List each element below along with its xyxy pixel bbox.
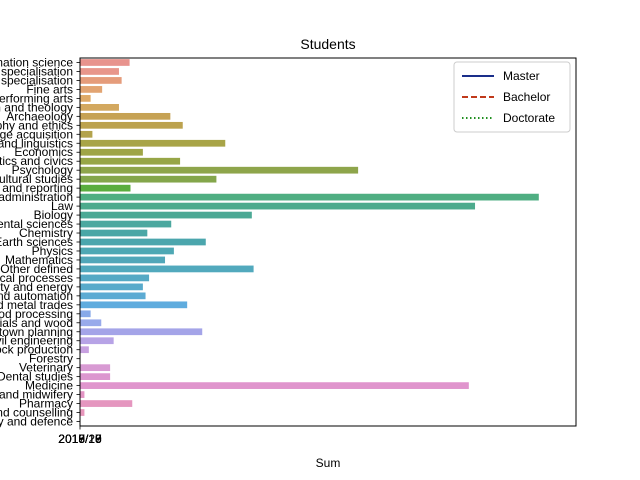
y-tick-label: Electricity and energy xyxy=(0,280,73,294)
y-tick-label: Pharmacy xyxy=(19,397,73,411)
bar xyxy=(80,175,217,183)
y-tick-label: Other specialisation xyxy=(0,73,73,87)
y-tick-label: Environmental sciences xyxy=(0,217,73,231)
bar xyxy=(80,77,122,84)
bar xyxy=(80,184,131,192)
y-tick-label: Food processing xyxy=(0,307,73,321)
x-tick-label: 2017/18 xyxy=(58,432,102,446)
y-tick-label: Business administration xyxy=(0,190,73,204)
y-tick-label: Mathematics xyxy=(5,253,73,267)
bar xyxy=(80,104,119,111)
bar xyxy=(80,337,114,345)
bar xyxy=(80,292,146,300)
x-tick-label: 2019/20 xyxy=(58,432,102,446)
y-tick-label: Religion and theology xyxy=(0,100,73,114)
bar xyxy=(80,319,102,327)
y-tick-label: Performing arts xyxy=(0,91,73,105)
y-tick-label: Forestry xyxy=(29,352,73,366)
y-tick-label: Architecture and town planning xyxy=(0,325,73,339)
bar xyxy=(80,112,171,120)
bar xyxy=(80,157,181,165)
bar xyxy=(80,202,476,210)
y-tick-label: Nursing and midwifery xyxy=(0,388,73,402)
x-tick-label: 2015/16 xyxy=(58,432,102,446)
bar xyxy=(80,382,469,389)
y-tick-label: Philosophy and ethics xyxy=(0,118,73,132)
y-tick-label: Economics xyxy=(14,145,73,159)
bar xyxy=(80,301,188,309)
y-tick-label: Care and counselling xyxy=(0,406,73,420)
y-tick-label: Chemical processes xyxy=(0,271,73,285)
bar xyxy=(80,139,226,147)
y-tick-label: Literature and linguistics xyxy=(0,136,73,150)
bars-group xyxy=(80,59,539,416)
y-tick-label: Law xyxy=(51,199,73,213)
legend: Master Bachelor Doctorate xyxy=(453,61,571,133)
legend-label-doctorate: Doctorate xyxy=(503,111,555,125)
bar xyxy=(80,229,148,237)
plot-frame xyxy=(79,57,577,427)
bar xyxy=(80,256,166,264)
bar xyxy=(80,364,111,372)
bar xyxy=(80,121,183,129)
y-tick-label: Mechanics and metal trades xyxy=(0,298,73,312)
legend-box xyxy=(453,61,571,133)
y-tick-label: Politics and civics xyxy=(0,154,73,168)
bar xyxy=(80,346,89,354)
bar xyxy=(80,247,174,255)
y-tick-label: Dental studies xyxy=(0,370,73,384)
bar xyxy=(80,265,254,273)
x-axis-label: Sum xyxy=(316,456,341,470)
legend-label-master: Master xyxy=(503,69,540,83)
y-tick-label: Fine arts xyxy=(26,82,73,96)
y-tick-label: Other defined xyxy=(0,262,73,276)
bar xyxy=(80,328,203,336)
bar xyxy=(80,95,91,102)
y-tick-label: Building and civil engineering xyxy=(0,334,73,348)
bar xyxy=(80,283,143,291)
bar xyxy=(80,86,103,93)
bar xyxy=(80,274,150,282)
y-tick-label: Cultural studies xyxy=(0,172,73,186)
y-tick-label: Crop and livestock production xyxy=(0,343,73,357)
y-tick-label: Psychology xyxy=(12,163,73,177)
bar xyxy=(80,220,172,228)
y-tick-label: Materials and wood xyxy=(0,316,73,330)
bar xyxy=(80,409,85,416)
bar xyxy=(80,130,93,138)
bar xyxy=(80,68,119,75)
bar xyxy=(80,193,539,201)
bar xyxy=(80,148,143,156)
y-tick-label: Earth sciences xyxy=(0,235,73,249)
y-tick-label: Information science xyxy=(0,55,73,69)
y-tick-labels: Information scienceOther specialisationO… xyxy=(0,55,80,429)
y-tick-label: Other specialisation xyxy=(0,64,73,78)
bar xyxy=(80,400,133,407)
x-tick-label: 2016/17 xyxy=(58,432,102,446)
y-tick-label: Medicine xyxy=(25,379,73,393)
y-tick-label: Electronics and automation xyxy=(0,289,73,303)
y-tick-label: Archaeology xyxy=(6,109,73,123)
y-tick-label: Chemistry xyxy=(19,226,73,240)
bar xyxy=(80,166,359,174)
y-tick-label: Journalism and reporting xyxy=(0,181,73,195)
y-tick-label: Physics xyxy=(32,244,73,258)
x-tick-label: 2018/19 xyxy=(58,432,102,446)
legend-label-bachelor: Bachelor xyxy=(503,90,550,104)
y-tick-label: Biology xyxy=(34,208,73,222)
bar xyxy=(80,391,85,398)
bar xyxy=(80,59,130,66)
bar xyxy=(80,373,111,380)
chart-title: Students xyxy=(300,36,355,52)
bar xyxy=(80,211,252,219)
y-tick-label: Military and defence xyxy=(0,415,73,429)
bar xyxy=(80,238,206,246)
y-tick-label: Veterinary xyxy=(19,361,73,375)
bar xyxy=(80,310,91,318)
y-tick-label: Language acquisition xyxy=(0,127,73,141)
